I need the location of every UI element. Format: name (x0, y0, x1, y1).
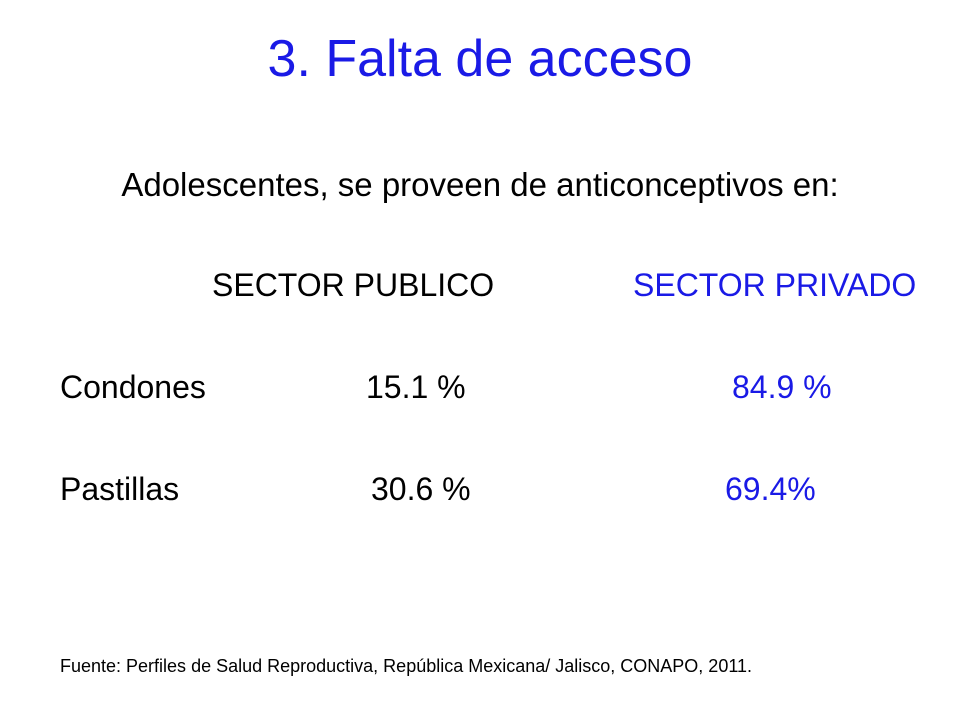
value-condones-public: 15.1 % (366, 369, 466, 405)
subtitle: Adolescentes, se proveen de anticoncepti… (121, 166, 839, 203)
slide-title: 3. Falta de acceso (267, 30, 693, 88)
value-condones-private: 84.9 % (732, 369, 832, 405)
row-label-condones: Condones (60, 369, 206, 405)
column-header-public-sector: SECTOR PUBLICO (212, 267, 495, 303)
value-pastillas-private: 69.4% (725, 471, 816, 507)
row-label-pastillas: Pastillas (60, 471, 180, 507)
value-pastillas-public: 30.6 % (371, 471, 471, 507)
column-header-private-sector: SECTOR PRIVADO (633, 267, 917, 303)
source-citation: Fuente: Perfiles de Salud Reproductiva, … (60, 656, 753, 676)
